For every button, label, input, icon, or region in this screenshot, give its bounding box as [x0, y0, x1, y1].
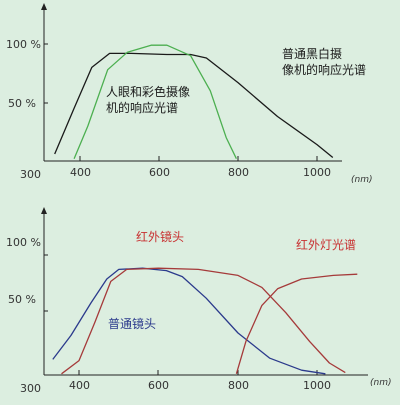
- top-y-tick-label-100: 100 %: [6, 38, 41, 51]
- bottom-x-tick-label-1000: 1000: [303, 379, 331, 392]
- top-x-tick-label-600: 600: [149, 166, 170, 179]
- bottom-y-axis-arrow: [41, 207, 47, 214]
- top-series-line-1: [73, 44, 237, 159]
- bottom-annotation-normal-lens: 普通镜头: [108, 316, 156, 331]
- top-x-tick-label-400: 400: [70, 166, 91, 179]
- top-y-axis-arrow: [41, 3, 47, 10]
- bottom-chart: 100 % 50 % 300 400 600 800 1000 (nm) 红外镜…: [6, 207, 392, 395]
- bottom-annotation-ir-lamp: 红外灯光谱: [296, 237, 356, 252]
- bottom-y-tick-label-50: 50 %: [8, 293, 36, 306]
- top-series-line-0: [54, 52, 334, 159]
- top-x-unit: (nm): [351, 175, 373, 185]
- top-annotation-eye-color-line1: 人眼和彩色摄像: [106, 84, 190, 99]
- top-x-tick-label-1000: 1000: [303, 166, 331, 179]
- bottom-annotation-ir-lens: 红外镜头: [136, 229, 184, 244]
- top-annotation-bw-camera-line1: 普通黑白摄: [282, 46, 342, 61]
- top-x-tick-label-800: 800: [228, 166, 249, 179]
- top-y-tick-label-50: 50 %: [8, 97, 36, 110]
- bottom-x-tick-label-800: 800: [228, 379, 249, 392]
- top-annotation-eye-color-line2: 机的响应光谱: [106, 100, 178, 115]
- bottom-series-line-2: [235, 273, 358, 374]
- series-layer: [52, 44, 358, 375]
- bottom-series-line-1: [61, 267, 346, 375]
- top-chart: 100 % 50 % 300 400 600 800 1000 (nm) 普通黑…: [6, 3, 373, 185]
- top-x-tick-label-300: 300: [20, 168, 41, 181]
- bottom-x-unit: (nm): [370, 378, 392, 388]
- top-annotation-bw-camera-line2: 像机的响应光谱: [282, 62, 366, 77]
- bottom-x-tick-label-300: 300: [20, 382, 41, 395]
- bottom-y-tick-label-100: 100 %: [6, 236, 41, 249]
- bottom-x-tick-label-600: 600: [148, 379, 169, 392]
- bottom-series-line-0: [52, 267, 326, 375]
- bottom-x-tick-label-400: 400: [69, 379, 90, 392]
